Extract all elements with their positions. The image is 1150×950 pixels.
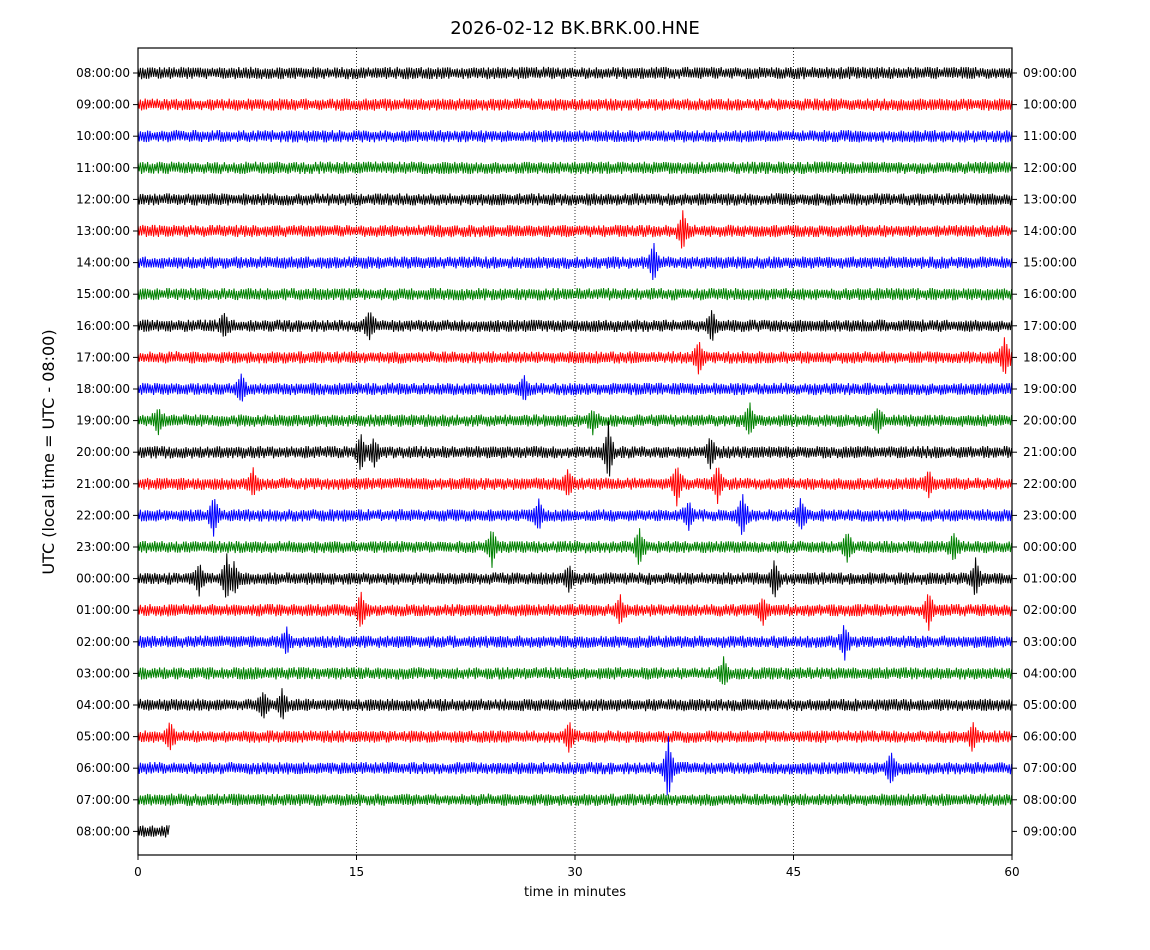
right-tick-label-13: 22:00:00 <box>1023 477 1077 491</box>
trace-row-23 <box>137 793 1013 807</box>
right-tick-label-11: 20:00:00 <box>1023 414 1077 428</box>
right-tick-label-6: 15:00:00 <box>1023 256 1077 270</box>
trace-row-24 <box>137 825 170 838</box>
left-tick-label-6: 14:00:00 <box>76 256 130 270</box>
left-tick-label-9: 17:00:00 <box>76 350 130 364</box>
trace-row-18 <box>137 625 1013 661</box>
left-tick-label-24: 08:00:00 <box>76 824 130 838</box>
x-axis-label: time in minutes <box>524 885 626 900</box>
left-tick-label-8: 16:00:00 <box>76 319 130 333</box>
trace-row-13 <box>137 467 1013 507</box>
left-tick-label-5: 13:00:00 <box>76 224 130 238</box>
right-tick-label-5: 14:00:00 <box>1023 224 1077 238</box>
right-tick-label-16: 01:00:00 <box>1023 572 1077 586</box>
trace-row-19 <box>137 656 1013 686</box>
right-tick-label-23: 08:00:00 <box>1023 793 1077 807</box>
left-tick-label-10: 18:00:00 <box>76 382 130 396</box>
trace-row-15 <box>137 528 1013 568</box>
left-tick-label-4: 12:00:00 <box>76 192 130 206</box>
right-tick-label-3: 12:00:00 <box>1023 161 1077 175</box>
trace-row-12 <box>137 421 1013 477</box>
trace-row-20 <box>137 688 1013 720</box>
right-tick-label-18: 03:00:00 <box>1023 635 1077 649</box>
x-tick-label-15: 15 <box>349 865 364 879</box>
left-tick-label-15: 23:00:00 <box>76 540 130 554</box>
y-axis-label: UTC (local time = UTC - 08:00) <box>39 329 58 574</box>
plot-frame <box>137 47 1013 856</box>
left-tick-label-1: 09:00:00 <box>76 98 130 112</box>
right-tick-label-24: 09:00:00 <box>1023 824 1077 838</box>
trace-row-14 <box>137 494 1013 537</box>
left-tick-label-0: 08:00:00 <box>76 66 130 80</box>
right-tick-label-0: 09:00:00 <box>1023 66 1077 80</box>
right-tick-label-8: 17:00:00 <box>1023 319 1077 333</box>
left-tick-label-11: 19:00:00 <box>76 414 130 428</box>
trace-row-5 <box>137 210 1013 249</box>
right-tick-label-7: 16:00:00 <box>1023 287 1077 301</box>
x-tick-label-45: 45 <box>786 865 801 879</box>
axis-ticks: 08:00:00 09:00:00 09:00:00 10:00:00 10:00:00… <box>76 66 1077 879</box>
left-tick-label-22: 06:00:00 <box>76 761 130 775</box>
trace-row-16 <box>137 553 1013 598</box>
chart-title: 2026-02-12 BK.BRK.00.HNE <box>450 18 700 39</box>
trace-row-6 <box>137 242 1013 281</box>
right-tick-label-21: 06:00:00 <box>1023 730 1077 744</box>
x-tick-label-30: 30 <box>567 865 582 879</box>
left-tick-label-23: 07:00:00 <box>76 793 130 807</box>
left-tick-label-13: 21:00:00 <box>76 477 130 491</box>
left-tick-label-19: 03:00:00 <box>76 666 130 680</box>
vertical-gridlines <box>356 48 794 855</box>
right-tick-label-10: 19:00:00 <box>1023 382 1077 396</box>
trace-row-21 <box>137 722 1013 753</box>
left-tick-label-12: 20:00:00 <box>76 445 130 459</box>
trace-row-11 <box>137 402 1013 436</box>
right-tick-label-1: 10:00:00 <box>1023 98 1077 112</box>
left-tick-label-3: 11:00:00 <box>76 161 130 175</box>
right-tick-label-9: 18:00:00 <box>1023 350 1077 364</box>
left-tick-label-16: 00:00:00 <box>76 572 130 586</box>
right-tick-label-12: 21:00:00 <box>1023 445 1077 459</box>
left-tick-label-20: 04:00:00 <box>76 698 130 712</box>
right-tick-label-22: 07:00:00 <box>1023 761 1077 775</box>
right-tick-label-19: 04:00:00 <box>1023 666 1077 680</box>
left-tick-label-17: 01:00:00 <box>76 603 130 617</box>
trace-row-2 <box>137 129 1013 143</box>
left-tick-label-2: 10:00:00 <box>76 129 130 143</box>
trace-row-0 <box>137 66 1013 80</box>
right-tick-label-17: 02:00:00 <box>1023 603 1077 617</box>
trace-row-17 <box>137 591 1013 631</box>
trace-row-1 <box>137 98 1013 111</box>
seismic-traces <box>137 66 1013 838</box>
left-tick-label-7: 15:00:00 <box>76 287 130 301</box>
right-tick-label-14: 23:00:00 <box>1023 508 1077 522</box>
x-tick-label-60: 60 <box>1004 865 1019 879</box>
trace-row-4 <box>137 193 1013 206</box>
right-tick-label-15: 00:00:00 <box>1023 540 1077 554</box>
right-tick-label-4: 13:00:00 <box>1023 192 1077 206</box>
left-tick-label-14: 22:00:00 <box>76 508 130 522</box>
trace-row-9 <box>137 337 1013 375</box>
trace-row-22 <box>137 736 1013 796</box>
left-tick-label-18: 02:00:00 <box>76 635 130 649</box>
trace-row-8 <box>137 310 1013 341</box>
trace-row-10 <box>137 373 1013 402</box>
trace-row-7 <box>137 287 1013 301</box>
trace-row-3 <box>137 161 1013 175</box>
right-tick-label-20: 05:00:00 <box>1023 698 1077 712</box>
right-tick-label-2: 11:00:00 <box>1023 129 1077 143</box>
x-tick-label-0: 0 <box>134 865 142 879</box>
left-tick-label-21: 05:00:00 <box>76 730 130 744</box>
